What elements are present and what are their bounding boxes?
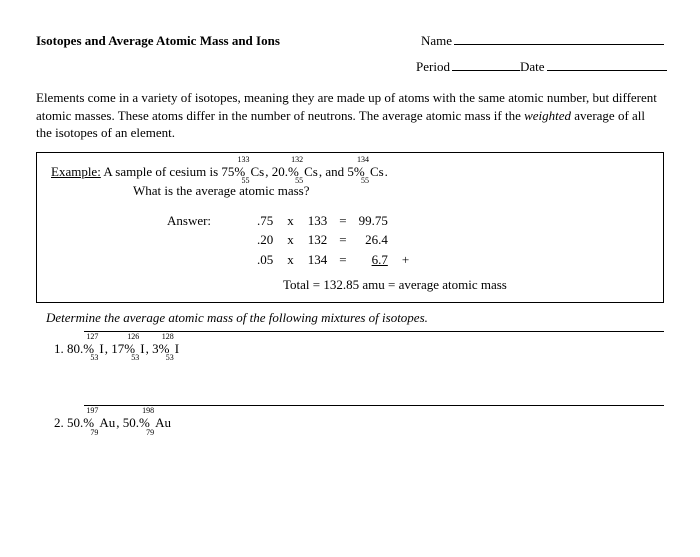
period-label: Period bbox=[416, 58, 450, 76]
period-blank[interactable] bbox=[452, 59, 520, 71]
name-label: Name bbox=[421, 32, 452, 50]
example-answer-block: Answer: .75x133=99.75 .20x132=26.4 .05x1… bbox=[159, 210, 651, 271]
example-sample-line: Example: A sample of cesium is 75% 13355… bbox=[51, 163, 651, 181]
date-label: Date bbox=[520, 58, 545, 76]
problem-1: 1. 80.% 12753I, 17% 12653I, 3% 12853I bbox=[54, 340, 664, 358]
isotope-cs132: 13255Cs bbox=[303, 163, 318, 181]
example-total: Total = 132.85 amu = average atomic mass bbox=[283, 276, 651, 294]
problem-2: 2. 50.% 19779Au, 50.% 19879Au bbox=[54, 414, 664, 432]
date-blank[interactable] bbox=[547, 59, 667, 71]
example-question: What is the average atomic mass? bbox=[133, 182, 651, 200]
isotope-cs133: 13355Cs bbox=[250, 163, 265, 181]
example-box: Example: A sample of cesium is 75% 13355… bbox=[36, 152, 664, 303]
name-blank[interactable] bbox=[454, 33, 664, 45]
isotope-cs134: 13455Cs bbox=[369, 163, 384, 181]
instruction-text: Determine the average atomic mass of the… bbox=[46, 309, 664, 327]
divider bbox=[84, 405, 664, 406]
intro-paragraph: Elements come in a variety of isotopes, … bbox=[36, 89, 664, 142]
worksheet-title: Isotopes and Average Atomic Mass and Ion… bbox=[36, 32, 280, 50]
